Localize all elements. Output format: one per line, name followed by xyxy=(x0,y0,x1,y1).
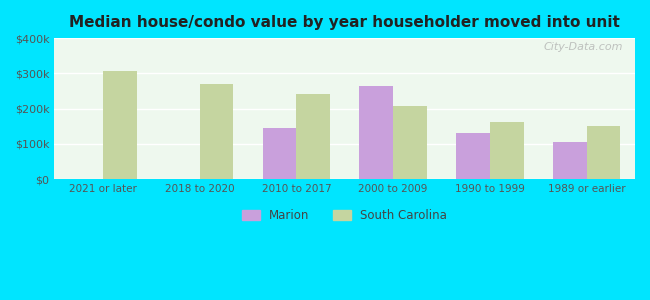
Bar xyxy=(456,133,490,179)
Bar xyxy=(200,84,233,179)
Bar xyxy=(490,122,524,179)
Bar xyxy=(103,70,136,179)
Text: City-Data.com: City-Data.com xyxy=(544,42,623,52)
Bar xyxy=(586,126,621,179)
Bar xyxy=(296,94,330,179)
Title: Median house/condo value by year householder moved into unit: Median house/condo value by year househo… xyxy=(70,15,620,30)
Bar xyxy=(393,106,427,179)
Bar xyxy=(359,86,393,179)
Legend: Marion, South Carolina: Marion, South Carolina xyxy=(237,204,452,227)
Bar xyxy=(552,142,586,179)
Bar xyxy=(263,128,296,179)
